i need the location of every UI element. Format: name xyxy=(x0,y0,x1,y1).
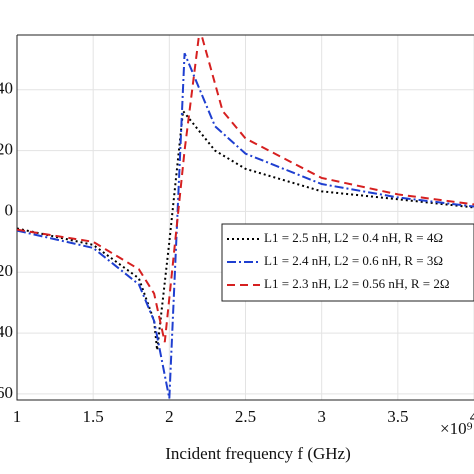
series-line xyxy=(17,108,474,351)
x-tick-label: 3 xyxy=(317,407,326,426)
y-tick-label: -20 xyxy=(0,261,13,280)
legend-label: L1 = 2.5 nH, L2 = 0.4 nH, R = 4Ω xyxy=(264,230,443,245)
y-tick-label: -60 xyxy=(0,383,13,402)
x-tick-label: 2 xyxy=(165,407,174,426)
axes xyxy=(16,34,474,401)
y-tick-label: 0 xyxy=(5,200,14,219)
x-multiplier: ×10⁹ xyxy=(440,419,473,438)
x-tick-label: 3.5 xyxy=(387,407,408,426)
x-tick-label: 1 xyxy=(13,407,22,426)
x-tick-label: 2.5 xyxy=(235,407,256,426)
series-line xyxy=(17,52,474,399)
y-tick-label: 20 xyxy=(0,139,13,158)
legend-label: L1 = 2.4 nH, L2 = 0.6 nH, R = 3Ω xyxy=(264,253,443,268)
x-axis-label: Incident frequency f (GHz) xyxy=(165,444,351,463)
y-tick-label: -40 xyxy=(0,322,13,341)
series-line xyxy=(17,35,474,343)
legend-box xyxy=(221,223,474,302)
x-tick-label: 1.5 xyxy=(83,407,104,426)
legend-label: L1 = 2.3 nH, L2 = 0.56 nH, R = 2Ω xyxy=(264,276,450,291)
x-tick-label: 4 xyxy=(470,407,474,426)
y-tick-label: 40 xyxy=(0,79,13,98)
plot-area xyxy=(17,35,474,399)
